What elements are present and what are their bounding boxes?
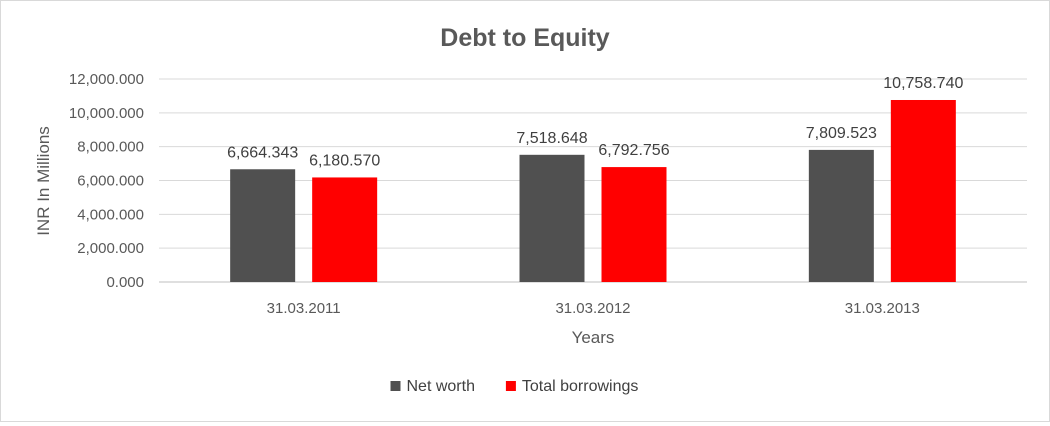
bar-total-borrowings xyxy=(890,99,956,282)
legend: Net worth Total borrowings xyxy=(390,378,639,395)
y-tick-label: 4,000.000 xyxy=(77,206,144,223)
bar-total-borrowings xyxy=(312,177,378,282)
y-tick-label: 6,000.000 xyxy=(77,173,144,190)
y-tick-labels: 0.000 2,000.000 4,000.000 6,000.000 8,000.00… xyxy=(69,71,144,291)
legend-swatch xyxy=(390,381,401,391)
data-label: 6,180.570 xyxy=(309,152,380,169)
bar-net-worth xyxy=(519,154,585,282)
data-label: 6,664.343 xyxy=(227,144,298,161)
legend-swatch xyxy=(505,381,516,391)
bar-net-worth xyxy=(808,149,874,282)
bar-total-borrowings xyxy=(601,167,667,282)
data-label: 10,758.740 xyxy=(883,75,963,92)
x-tick-label: 31.03.2011 xyxy=(267,300,341,317)
data-labels: 6,664.343 6,180.570 7,518.648 6,792.756 7,80… xyxy=(227,75,963,169)
x-tick-label: 31.03.2013 xyxy=(845,300,920,317)
bars xyxy=(230,99,956,282)
y-tick-label: 0.000 xyxy=(106,274,144,291)
y-tick-label: 10,000.000 xyxy=(69,105,144,122)
data-label: 7,809.523 xyxy=(806,125,877,142)
data-label: 7,518.648 xyxy=(516,130,587,147)
chart-title: Debt to Equity xyxy=(440,24,610,52)
y-tick-label: 12,000.000 xyxy=(69,71,144,88)
bar-net-worth xyxy=(230,169,296,282)
legend-label: Total borrowings xyxy=(522,378,639,395)
x-tick-labels: 31.03.2011 31.03.2012 31.03.2013 xyxy=(267,300,920,317)
gridlines xyxy=(159,78,1027,283)
x-tick-label: 31.03.2012 xyxy=(555,300,630,317)
y-tick-label: 2,000.000 xyxy=(77,240,144,257)
y-axis-title: INR In Millions xyxy=(34,126,53,236)
x-axis-title: Years xyxy=(572,328,615,347)
data-label: 6,792.756 xyxy=(598,142,669,159)
y-tick-label: 8,000.000 xyxy=(77,139,144,156)
legend-label: Net worth xyxy=(407,378,475,395)
